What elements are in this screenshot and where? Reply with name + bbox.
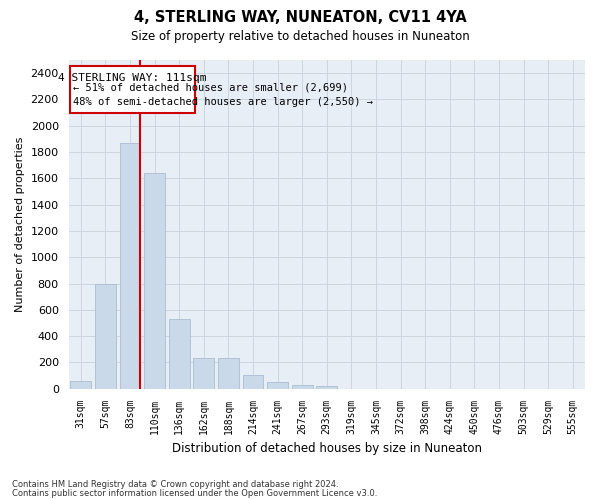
Bar: [267, 382, 288, 388]
Bar: [169, 319, 190, 388]
Y-axis label: Number of detached properties: Number of detached properties: [15, 136, 25, 312]
Bar: [70, 382, 91, 388]
Bar: [316, 386, 337, 388]
Bar: [218, 358, 239, 388]
Text: ← 51% of detached houses are smaller (2,699): ← 51% of detached houses are smaller (2,…: [73, 82, 349, 92]
Bar: [119, 143, 140, 388]
Bar: [144, 173, 165, 388]
FancyBboxPatch shape: [70, 66, 195, 113]
Text: 4, STERLING WAY, NUNEATON, CV11 4YA: 4, STERLING WAY, NUNEATON, CV11 4YA: [134, 10, 466, 25]
Bar: [95, 284, 116, 389]
Bar: [292, 385, 313, 388]
Text: Size of property relative to detached houses in Nuneaton: Size of property relative to detached ho…: [131, 30, 469, 43]
Bar: [193, 358, 214, 388]
Text: 48% of semi-detached houses are larger (2,550) →: 48% of semi-detached houses are larger (…: [73, 97, 373, 107]
X-axis label: Distribution of detached houses by size in Nuneaton: Distribution of detached houses by size …: [172, 442, 482, 455]
Text: Contains HM Land Registry data © Crown copyright and database right 2024.: Contains HM Land Registry data © Crown c…: [12, 480, 338, 489]
Text: Contains public sector information licensed under the Open Government Licence v3: Contains public sector information licen…: [12, 488, 377, 498]
Text: 4 STERLING WAY: 111sqm: 4 STERLING WAY: 111sqm: [58, 73, 207, 83]
Bar: [242, 375, 263, 388]
